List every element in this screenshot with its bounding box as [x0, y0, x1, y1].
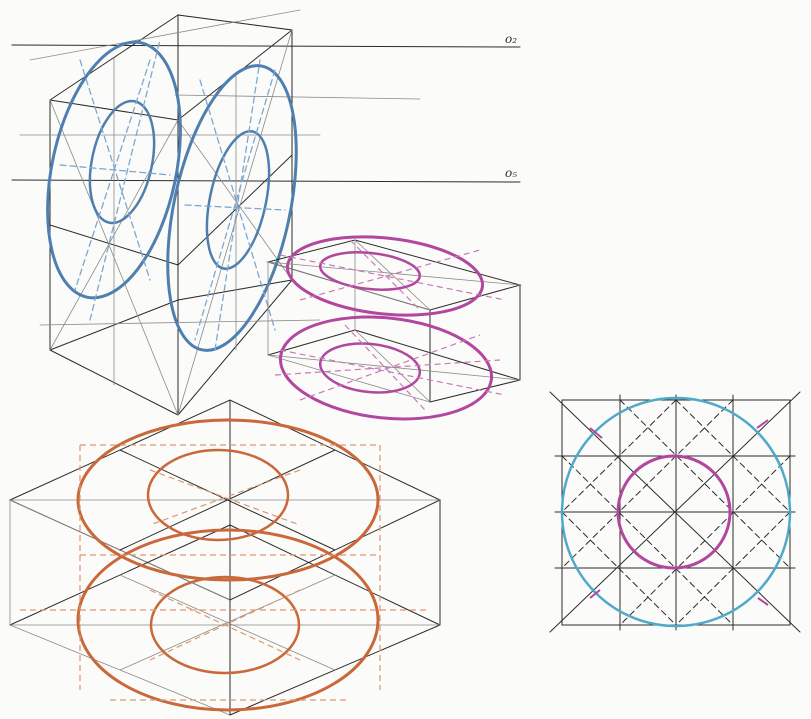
label-o2: o₂ [505, 32, 518, 46]
flat-square-circles [560, 396, 792, 628]
orange-circles [20, 418, 430, 712]
label-o5: o₅ [505, 166, 518, 180]
orange-box-frame [8, 399, 442, 716]
vertical-blue-circles [46, 39, 298, 352]
flat-square-grid [549, 391, 801, 633]
horizon-lines [11, 44, 521, 183]
magenta-circles [274, 235, 506, 421]
